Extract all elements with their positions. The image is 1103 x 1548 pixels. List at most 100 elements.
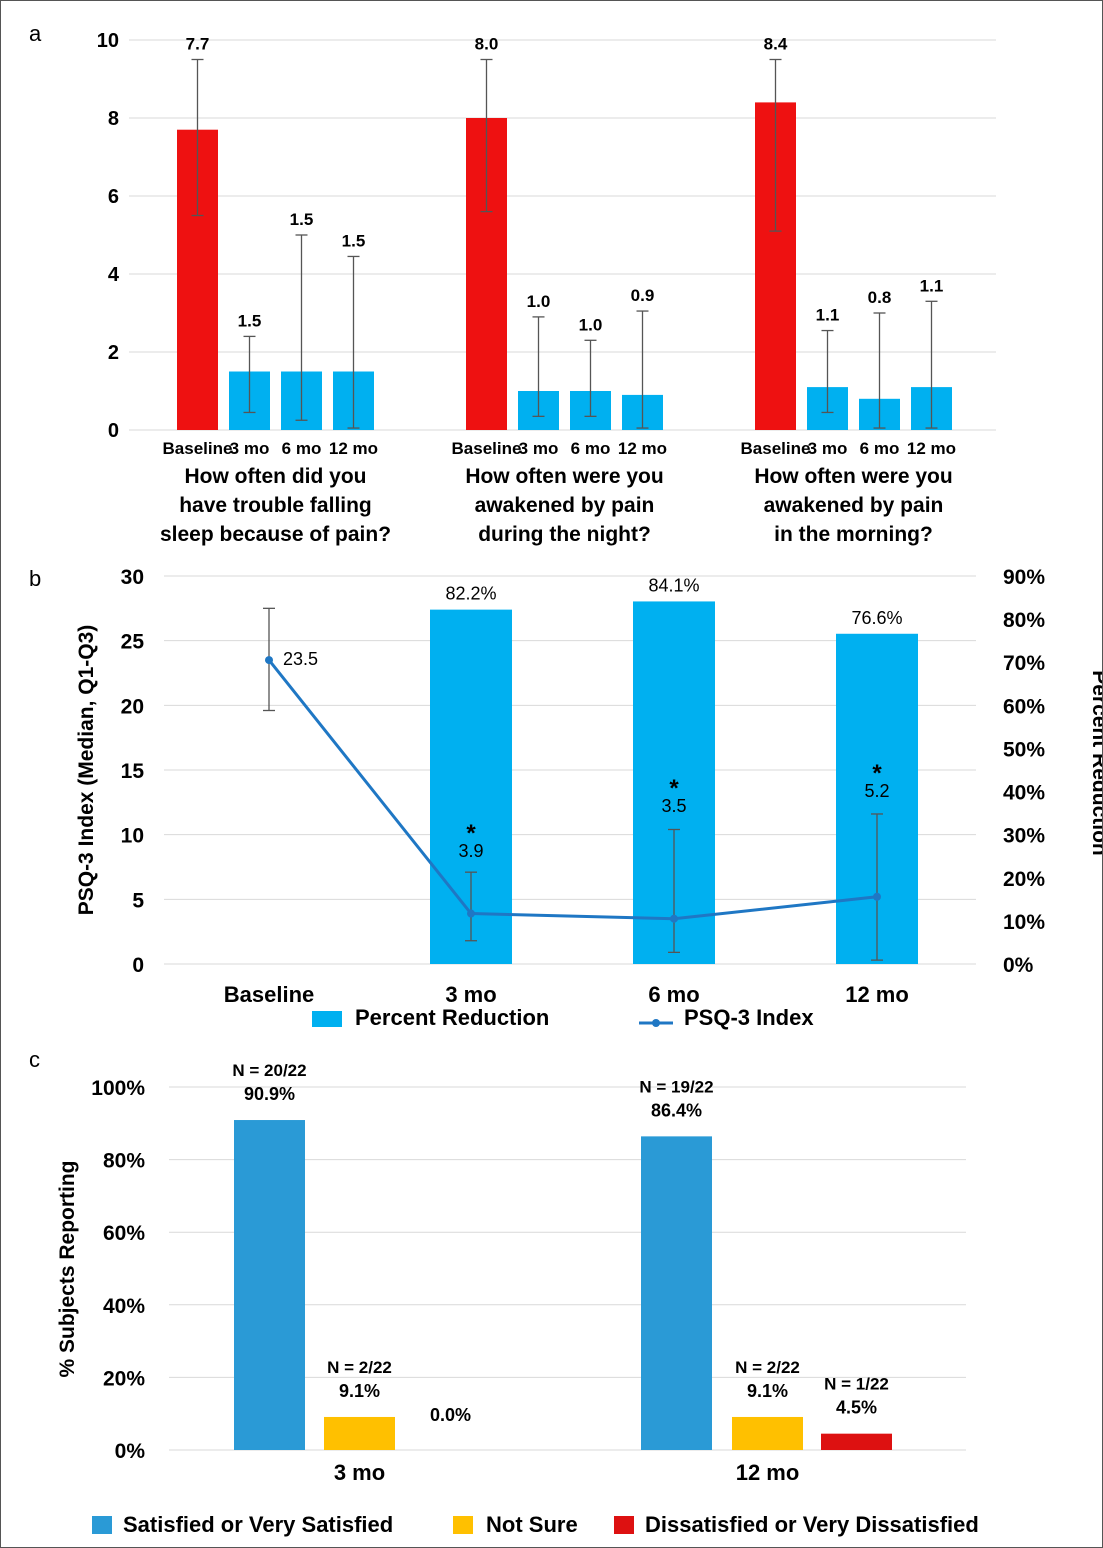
c-legend-label: Not Sure bbox=[486, 1512, 578, 1537]
b-y-tick-label: 5 bbox=[132, 889, 144, 912]
c-n-label: N = 20/22 bbox=[232, 1061, 306, 1080]
c-bar bbox=[821, 1433, 892, 1450]
b-y2-tick-label: 70% bbox=[1003, 652, 1045, 675]
a-data-label: 1.0 bbox=[579, 315, 603, 334]
b-bar-data-label: 84.1% bbox=[648, 575, 699, 595]
b-line-data-label: 5.2 bbox=[864, 781, 889, 801]
b-x-tick-label: 12 mo bbox=[845, 982, 909, 1007]
c-y-tick-label: 20% bbox=[103, 1367, 145, 1390]
c-y-tick-label: 60% bbox=[103, 1222, 145, 1245]
b-x-tick-label: Baseline bbox=[224, 982, 315, 1007]
c-bar bbox=[732, 1416, 803, 1450]
c-y-tick-label: 100% bbox=[91, 1077, 145, 1100]
a-x-tick-label: 6 mo bbox=[571, 439, 611, 458]
c-legend-swatch bbox=[453, 1516, 473, 1534]
b-y2-tick-label: 10% bbox=[1003, 911, 1045, 934]
a-data-label: 8.0 bbox=[475, 35, 499, 54]
b-legend-label-bars: Percent Reduction bbox=[355, 1005, 549, 1030]
a-y-tick-label: 10 bbox=[97, 30, 119, 52]
c-data-label: 9.1% bbox=[747, 1381, 788, 1401]
b-line-point bbox=[467, 909, 475, 918]
b-line-point bbox=[873, 892, 881, 901]
c-bar bbox=[234, 1120, 305, 1450]
a-question-label: during the night? bbox=[478, 523, 651, 546]
c-bar bbox=[324, 1416, 395, 1450]
c-n-label: N = 19/22 bbox=[639, 1077, 713, 1096]
b-legend-swatch-bars bbox=[312, 1011, 342, 1027]
a-question-label: have trouble falling bbox=[179, 494, 372, 517]
b-line-point bbox=[670, 914, 678, 923]
a-x-tick-label: Baseline bbox=[163, 439, 233, 458]
a-data-label: 1.0 bbox=[527, 292, 551, 311]
b-y2-tick-label: 80% bbox=[1003, 609, 1045, 632]
c-y-tick-label: 80% bbox=[103, 1150, 145, 1173]
b-line-data-label: 3.5 bbox=[661, 796, 686, 816]
b-y2-tick-label: 20% bbox=[1003, 868, 1045, 891]
c-data-label: 0.0% bbox=[430, 1405, 471, 1425]
a-x-tick-label: Baseline bbox=[452, 439, 522, 458]
c-data-label: 9.1% bbox=[339, 1381, 380, 1401]
b-line-data-label: 3.9 bbox=[458, 841, 483, 861]
a-x-tick-label: 3 mo bbox=[808, 439, 848, 458]
c-data-label: 90.9% bbox=[244, 1084, 295, 1104]
c-n-label: N = 2/22 bbox=[327, 1358, 392, 1377]
a-question-label: in the morning? bbox=[774, 523, 933, 546]
c-n-label: N = 2/22 bbox=[735, 1358, 800, 1377]
a-y-tick-label: 8 bbox=[108, 108, 119, 130]
a-x-tick-label: Baseline bbox=[741, 439, 811, 458]
a-question-label: How often were you bbox=[754, 465, 952, 488]
b-y2-tick-label: 60% bbox=[1003, 695, 1045, 718]
a-x-tick-label: 6 mo bbox=[282, 439, 322, 458]
c-data-label: 86.4% bbox=[651, 1100, 702, 1120]
a-y-tick-label: 4 bbox=[108, 264, 120, 286]
a-y-tick-label: 2 bbox=[108, 342, 119, 364]
c-x-tick-label: 12 mo bbox=[736, 1460, 800, 1485]
panel-label-c: c bbox=[29, 1047, 40, 1072]
c-data-label: 4.5% bbox=[836, 1398, 877, 1418]
b-x-tick-label: 3 mo bbox=[445, 982, 496, 1007]
a-x-tick-label: 12 mo bbox=[907, 439, 956, 458]
a-data-label: 1.1 bbox=[920, 276, 944, 295]
a-y-tick-label: 0 bbox=[108, 420, 119, 442]
b-y2-tick-label: 50% bbox=[1003, 738, 1045, 761]
b-significance-mark: * bbox=[466, 820, 476, 847]
b-y2-tick-label: 30% bbox=[1003, 825, 1045, 848]
c-y-tick-label: 0% bbox=[115, 1440, 146, 1463]
c-legend-swatch bbox=[92, 1516, 112, 1534]
a-y-tick-label: 6 bbox=[108, 186, 119, 208]
a-data-label: 1.5 bbox=[238, 311, 262, 330]
a-x-tick-label: 12 mo bbox=[618, 439, 667, 458]
b-y2-tick-label: 40% bbox=[1003, 782, 1045, 805]
a-data-label: 7.7 bbox=[186, 35, 210, 54]
a-question-label: awakened by pain bbox=[475, 494, 655, 517]
b-bar-data-label: 82.2% bbox=[445, 584, 496, 604]
b-y2-tick-label: 90% bbox=[1003, 566, 1045, 589]
a-question-label: sleep because of pain? bbox=[160, 523, 391, 546]
panel-label-a: a bbox=[29, 21, 42, 46]
b-significance-mark: * bbox=[669, 775, 679, 802]
b-line-series bbox=[267, 659, 878, 921]
a-data-label: 1.5 bbox=[342, 231, 366, 250]
c-legend-label: Dissatisfied or Very Dissatisfied bbox=[645, 1512, 979, 1537]
a-data-label: 1.1 bbox=[816, 306, 840, 325]
b-bar-data-label: 76.6% bbox=[851, 608, 902, 628]
b-y2-tick-label: 0% bbox=[1003, 954, 1034, 977]
b-legend-swatch-marker bbox=[652, 1019, 660, 1027]
a-question-label: awakened by pain bbox=[764, 494, 944, 517]
a-data-label: 1.5 bbox=[290, 210, 314, 229]
b-y-tick-label: 15 bbox=[121, 760, 145, 783]
a-x-tick-label: 6 mo bbox=[860, 439, 900, 458]
b-y-axis-title: PSQ-3 Index (Median, Q1-Q3) bbox=[75, 625, 98, 916]
b-y2-axis-title: Percent Reduction bbox=[1088, 670, 1102, 856]
c-x-tick-label: 3 mo bbox=[334, 1460, 385, 1485]
c-legend-label: Satisfied or Very Satisfied bbox=[123, 1512, 393, 1537]
b-y-tick-label: 10 bbox=[121, 825, 144, 848]
c-bar bbox=[641, 1136, 712, 1450]
a-question-label: How often did you bbox=[185, 465, 367, 488]
a-data-label: 0.8 bbox=[868, 288, 892, 307]
a-question-label: How often were you bbox=[465, 465, 663, 488]
a-x-tick-label: 12 mo bbox=[329, 439, 378, 458]
b-y-tick-label: 20 bbox=[121, 695, 144, 718]
